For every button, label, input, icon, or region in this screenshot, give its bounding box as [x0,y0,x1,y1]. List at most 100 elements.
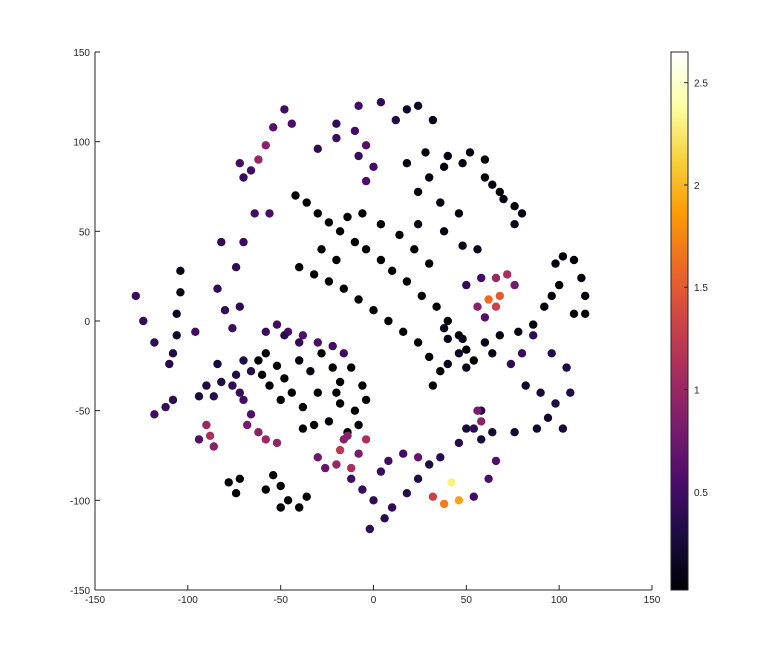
data-point [581,310,589,318]
data-point [470,493,478,501]
data-point [540,303,548,311]
data-point [477,274,485,282]
data-point [329,342,337,350]
data-point [455,496,463,504]
data-point [395,231,403,239]
data-point [299,424,307,432]
colorbar-tick-label: 2 [694,181,700,192]
data-point [247,367,255,375]
data-point [481,173,489,181]
x-tick-label: 150 [644,595,661,606]
data-point [165,360,173,368]
data-point [239,396,247,404]
data-point [139,317,147,325]
series-9 [225,471,311,512]
data-point [317,245,325,253]
data-point [251,209,259,217]
data-point [462,346,470,354]
data-point [347,363,355,371]
data-point [570,256,578,264]
data-point [458,335,466,343]
series-4 [403,148,527,253]
data-point [436,367,444,375]
data-point [236,389,244,397]
data-point [455,209,463,217]
data-point [484,475,492,483]
data-point [265,209,273,217]
data-point [173,331,181,339]
data-point [258,371,266,379]
x-tick-label: -100 [178,595,198,606]
data-point [195,392,203,400]
data-point [336,378,344,386]
data-point [510,220,518,228]
data-point [273,362,281,370]
data-point [377,98,385,106]
data-point [544,414,552,422]
series-8 [150,320,348,450]
data-point [548,349,556,357]
data-point [518,209,526,217]
data-point [295,356,303,364]
data-point [336,446,344,454]
data-point [351,127,359,135]
data-point [496,331,504,339]
data-point [191,328,199,336]
data-point [414,188,422,196]
colorbar-tick-label: 2.5 [694,79,708,90]
data-point [444,360,452,368]
data-point [462,424,470,432]
data-point [195,435,203,443]
data-point [332,120,340,128]
data-point [161,403,169,411]
data-point [410,245,418,253]
data-point [440,324,448,332]
data-point [332,134,340,142]
data-point [414,220,422,228]
data-point [325,218,333,226]
data-point [429,116,437,124]
data-point [473,407,481,415]
data-point [388,503,396,511]
data-point [351,238,359,246]
data-point [503,270,511,278]
x-tick-label: 100 [551,595,568,606]
data-point [232,263,240,271]
data-point [551,259,559,267]
data-point [581,292,589,300]
data-point [358,381,366,389]
data-point [299,331,307,339]
data-point [132,292,140,300]
data-point [239,238,247,246]
x-tick-label: 50 [461,595,473,606]
data-point [507,360,515,368]
data-point [473,303,481,311]
data-point [444,335,452,343]
data-point [310,421,318,429]
data-point [236,475,244,483]
data-point [213,360,221,368]
data-point [221,306,229,314]
data-point [492,303,500,311]
data-point [347,464,355,472]
data-point [277,396,285,404]
data-point [210,392,218,400]
data-point [262,141,270,149]
data-point [432,303,440,311]
axes: -150 -100 -50 0 50 100 150-150-100-50050100150 [70,48,661,606]
data-point [295,503,303,511]
data-point [150,410,158,418]
data-point [325,417,333,425]
data-point [332,389,340,397]
x-tick-label: -50 [273,595,288,606]
data-point [280,331,288,339]
data-point [336,227,344,235]
data-point [403,277,411,285]
data-point [436,453,444,461]
data-point [559,424,567,432]
data-point [514,328,522,336]
data-point [206,432,214,440]
data-point [362,435,370,443]
